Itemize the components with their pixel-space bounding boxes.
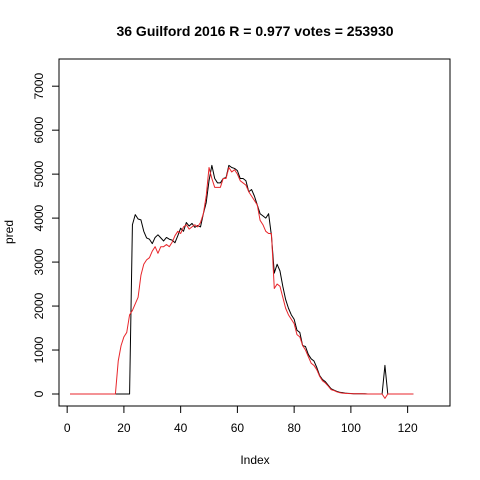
y-tick-label: 7000: [32, 73, 46, 100]
observed-line: [70, 164, 414, 395]
y-axis-label: pred: [2, 220, 16, 244]
pred-line: [70, 167, 414, 399]
x-axis-label: Index: [240, 453, 269, 467]
x-tick-label: 100: [341, 421, 361, 435]
y-tick-label: 0: [32, 390, 46, 397]
x-axis: 0 20 40 60 80 100 120: [64, 405, 418, 435]
x-tick-label: 120: [398, 421, 418, 435]
y-tick-label: 4000: [32, 204, 46, 231]
x-tick-label: 80: [287, 421, 301, 435]
x-tick-label: 0: [64, 421, 71, 435]
plot-frame: [58, 58, 451, 407]
x-tick-label: 20: [117, 421, 131, 435]
y-tick-label: 6000: [32, 116, 46, 143]
y-tick-label: 1000: [32, 336, 46, 363]
x-tick-label: 60: [231, 421, 245, 435]
x-tick-label: 40: [174, 421, 188, 435]
y-axis: 0 1000 2000 3000 4000 5000 6000 7000: [32, 73, 60, 397]
y-tick-label: 5000: [32, 160, 46, 187]
chart-title: 36 Guilford 2016 R = 0.977 votes = 25393…: [116, 23, 393, 39]
series-layer: [70, 164, 414, 399]
y-tick-label: 3000: [32, 248, 46, 275]
y-tick-label: 2000: [32, 292, 46, 319]
